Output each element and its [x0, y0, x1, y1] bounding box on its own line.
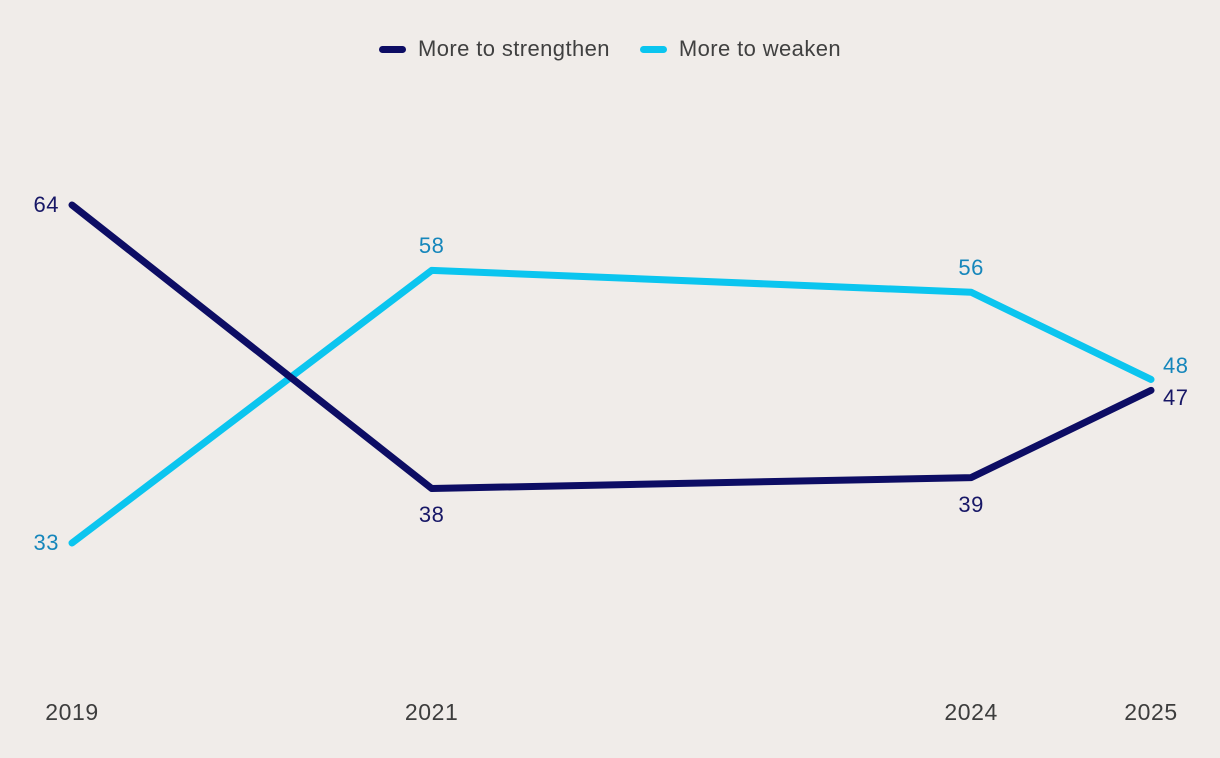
x-axis-label-2025: 2025 [1124, 699, 1178, 725]
chart-legend: More to strengthen More to weaken [0, 36, 1220, 62]
data-label-more-to-weaken-2024: 56 [958, 255, 984, 281]
data-label-more-to-weaken-2021: 58 [418, 233, 445, 259]
x-axis-label-2021: 2021 [404, 699, 459, 725]
data-label-more-to-weaken-2019: 33 [33, 530, 59, 555]
series-line-more-to-weaken [68, 266, 1155, 547]
data-label-more-to-weaken-2025: 48 [1163, 353, 1189, 379]
x-axis-label-2024: 2024 [944, 699, 998, 725]
legend-marker-weaken-icon [639, 45, 667, 53]
data-label-more-to-strengthen-2021: 38 [418, 502, 445, 528]
legend-item-more-to-strengthen: More to strengthen [379, 36, 610, 62]
x-axis-label-2019: 2019 [45, 699, 99, 725]
data-label-more-to-strengthen-2019: 64 [33, 192, 59, 217]
legend-item-more-to-weaken: More to weaken [639, 36, 841, 62]
data-label-more-to-strengthen-2025: 47 [1163, 385, 1189, 411]
legend-label-more-to-strengthen: More to strengthen [418, 36, 610, 61]
legend-label-more-to-weaken: More to weaken [678, 36, 841, 61]
data-label-more-to-strengthen-2024: 39 [958, 491, 984, 517]
series-line-more-to-strengthen [68, 201, 1155, 492]
legend-marker-strengthen-icon [379, 45, 406, 53]
